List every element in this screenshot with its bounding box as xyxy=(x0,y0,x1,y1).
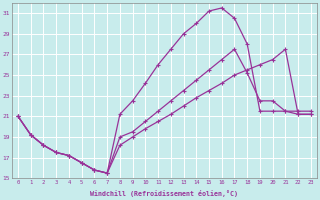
X-axis label: Windchill (Refroidissement éolien,°C): Windchill (Refroidissement éolien,°C) xyxy=(91,190,238,197)
